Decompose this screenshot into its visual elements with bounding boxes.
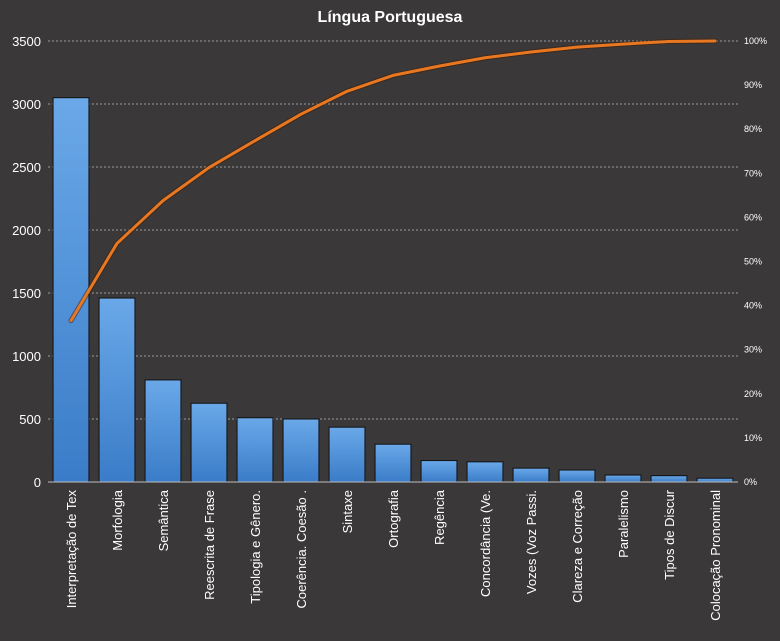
y2-tick-label: 70% [744,168,762,178]
x-tick-label: Concordância (Ve. [478,490,493,597]
x-tick-label: Paralelismo [616,490,631,558]
y2-tick-label: 0% [744,477,757,487]
bar [374,443,412,483]
x-tick-label: Sintaxe [340,490,355,533]
x-axis: Interpretação de Tex Morfologia Semântica R… [48,481,738,621]
x-tick-label: Clareza e Correção [570,490,585,603]
bar [282,418,320,483]
bar [558,469,596,483]
x-tick-label: Morfologia [110,489,125,550]
x-tick-label: Reescrita de Frase [202,490,217,600]
x-tick-label: Regência [432,489,447,545]
y-axis-left: 0 500 1000 1500 2000 2500 3000 3500 [12,34,41,490]
y2-tick-label: 100% [744,36,767,46]
x-tick-label: Ortografia [386,489,401,548]
x-tick-label: Vozes (Voz Passi. [524,490,539,594]
x-tick-label: Interpretação de Tex [64,490,79,609]
x-tick-label: Tipos de Discur [662,489,677,579]
y-tick-label: 0 [34,475,41,490]
y2-tick-label: 20% [744,389,762,399]
y2-tick-label: 60% [744,212,762,222]
y-tick-label: 1000 [12,349,41,364]
x-tick-label: Semântica [156,489,171,551]
y2-tick-label: 30% [744,345,762,355]
bar [604,474,642,483]
bar [236,417,274,483]
y2-tick-label: 50% [744,257,762,267]
bar-series [52,97,734,483]
y-tick-label: 3500 [12,34,41,49]
y-tick-label: 500 [19,412,41,427]
bar [190,402,228,483]
bar [466,461,504,483]
x-tick-label: Coerência. Coesão . [294,490,309,609]
y-tick-label: 1500 [12,286,41,301]
bar [650,475,688,483]
bar [420,460,458,483]
cumulative-line [69,39,717,323]
bar [512,467,550,483]
y2-tick-label: 80% [744,124,762,134]
bar [52,97,90,483]
chart-title: Língua Portuguesa [318,9,463,26]
bar [328,426,366,483]
y2-tick-label: 90% [744,80,762,90]
cumulative-line-shadow [68,38,718,324]
gridlines [48,40,738,420]
y-tick-label: 3000 [12,97,41,112]
bar [144,379,182,483]
y-axis-right: 0% 10% 20% 30% 40% 50% 60% 70% 80% 90% 100% [744,36,767,487]
cumulative-line-series [68,38,718,324]
y2-tick-label: 10% [744,433,762,443]
y-tick-label: 2000 [12,223,41,238]
bar [98,297,136,483]
y-tick-label: 2500 [12,160,41,175]
bar [696,477,734,483]
y2-tick-label: 40% [744,301,762,311]
x-tick-label: Colocação Pronominal [708,490,723,621]
x-tick-label: Tipologia e Gênero. [248,490,263,604]
